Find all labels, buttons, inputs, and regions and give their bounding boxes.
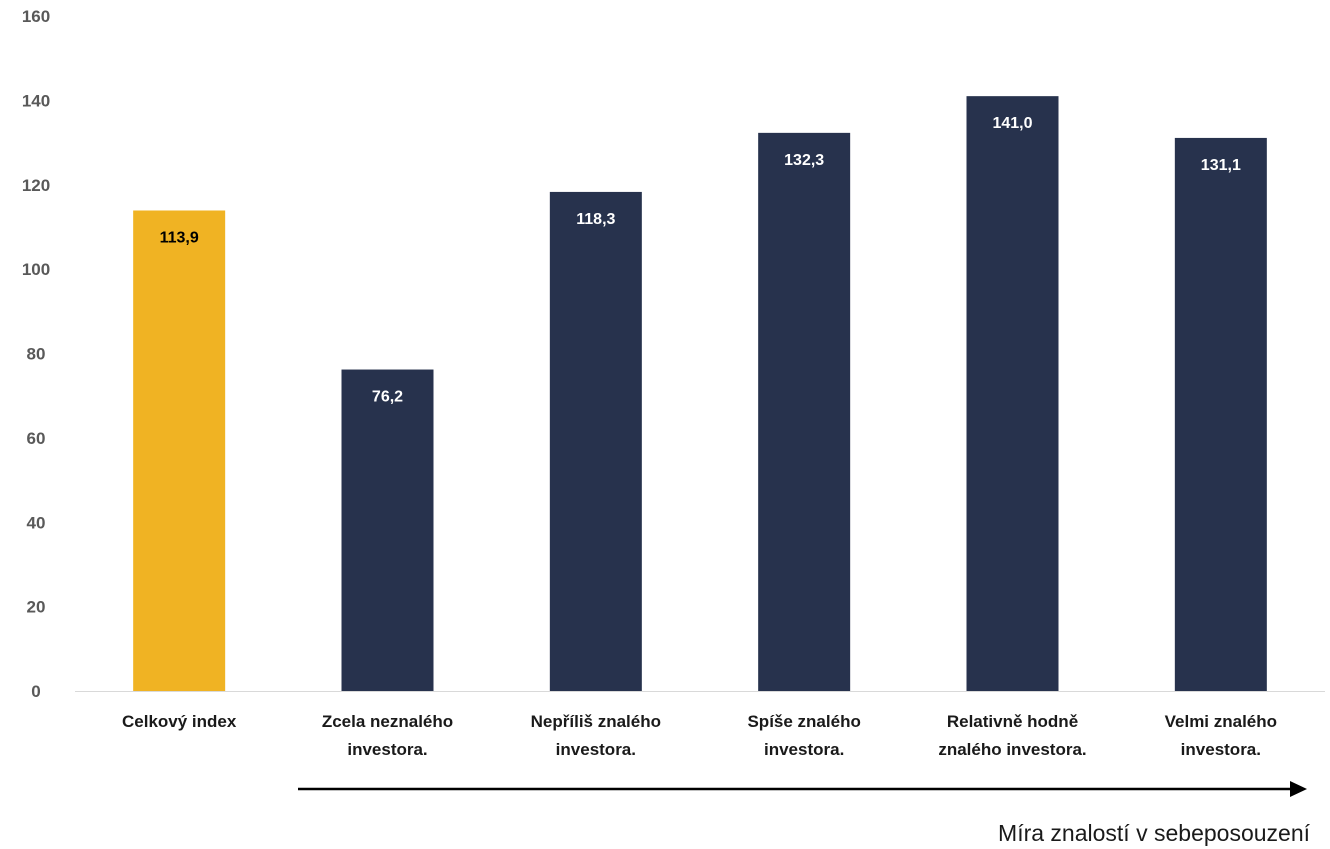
y-tick-label-4: 80 <box>27 345 46 364</box>
data-label-2: 118,3 <box>576 211 615 228</box>
bar-1 <box>341 369 434 691</box>
category-label-5: Velmi znalého investora. <box>1165 712 1277 759</box>
bars <box>133 96 1267 691</box>
y-tick-label-1: 20 <box>27 598 46 617</box>
y-tick-label-8: 160 <box>22 7 50 26</box>
category-labels: Celkový index Zcela neznalého investora. Ne… <box>122 712 1277 759</box>
data-label-1: 76,2 <box>372 389 403 406</box>
y-axis-ticks: 0 20 40 60 80 100 120 140 160 <box>22 7 50 701</box>
data-label-4: 141,0 <box>992 115 1032 132</box>
x-axis-caption: Míra znalostí v sebeposouzení <box>998 820 1311 846</box>
data-label-0: 113,9 <box>160 229 199 246</box>
y-tick-label-0: 0 <box>31 682 40 701</box>
bar-4 <box>966 96 1059 691</box>
data-label-3: 132,3 <box>784 152 824 169</box>
category-label-0: Celkový index <box>122 712 237 731</box>
data-label-5: 131,1 <box>1201 157 1241 174</box>
bar-2 <box>549 191 642 691</box>
bar-3 <box>758 132 851 691</box>
category-label-4: Relativně hodně znalého investora. <box>938 712 1086 759</box>
category-label-1: Zcela neznalého investora. <box>322 712 453 759</box>
category-label-3: Spíše znalého investora. <box>747 712 860 759</box>
y-tick-label-7: 140 <box>22 91 50 110</box>
y-tick-label-5: 100 <box>22 260 50 279</box>
y-tick-label-6: 120 <box>22 176 50 195</box>
bar-0 <box>133 210 226 691</box>
data-labels: 113,9 76,2 118,3 132,3 141,0 131,1 <box>160 115 1241 405</box>
y-tick-label-2: 40 <box>27 513 46 532</box>
category-label-2: Nepříliš znalého investora. <box>531 712 661 759</box>
knowledge-arrow <box>298 781 1307 797</box>
arrow-head <box>1290 781 1307 797</box>
y-tick-label-3: 60 <box>27 429 46 448</box>
bar-5 <box>1174 137 1267 691</box>
